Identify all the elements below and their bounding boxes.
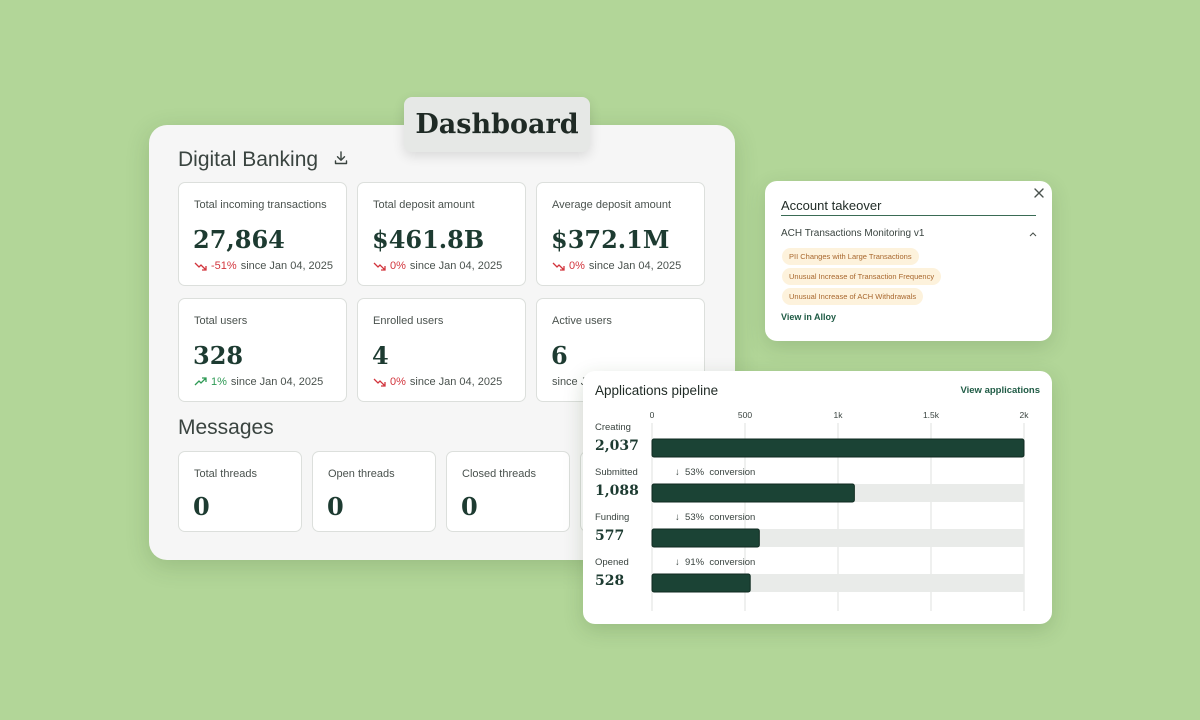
stage-value: 577	[595, 528, 625, 544]
stat-value: $372.1M	[551, 225, 670, 254]
stage-name: Opened	[595, 557, 629, 568]
view-applications-link[interactable]: View applications	[960, 385, 1040, 396]
download-icon[interactable]	[333, 150, 349, 166]
pipeline-chart: 0 500 1k 1.5k 2k	[650, 410, 1030, 611]
stat-value: 328	[193, 341, 244, 370]
trend-up-icon	[194, 377, 207, 386]
view-in-alloy-link[interactable]: View in Alloy	[781, 312, 837, 322]
stat-label: Total deposit amount	[373, 199, 475, 211]
stat-value: 6	[551, 341, 568, 370]
stat-label: Enrolled users	[373, 315, 444, 327]
bar-funding[interactable]	[651, 528, 760, 548]
message-value: 0	[193, 492, 210, 521]
dashboard-tab[interactable]: Dashboard	[404, 97, 590, 152]
x-tick-label: 1.5k	[923, 410, 940, 420]
trend-down-icon	[373, 378, 386, 387]
change-since: since Jan 04, 2025	[409, 260, 503, 272]
bar-submitted[interactable]	[651, 483, 855, 503]
message-label: Total threads	[194, 468, 257, 480]
stat-change: 0% since Jan 04, 2025	[552, 260, 681, 272]
change-percent: -51%	[211, 260, 237, 272]
stage-name: Creating	[595, 422, 631, 433]
stat-value: 4	[372, 341, 389, 370]
change-percent: 0%	[390, 260, 406, 272]
pipeline-title: Applications pipeline	[595, 383, 719, 398]
change-since: since Jan 04, 2025	[409, 376, 503, 388]
x-tick-label: 0	[650, 410, 655, 420]
trend-down-icon	[194, 262, 207, 271]
stat-label: Total users	[194, 315, 248, 327]
stat-card-enrolled-users[interactable]: Enrolled users 4 0% since Jan 04, 2025	[357, 298, 526, 402]
stat-label: Active users	[552, 315, 612, 327]
message-card-closed-threads[interactable]: Closed threads 0	[446, 451, 570, 532]
stat-change: since Ja	[552, 376, 592, 388]
chevron-up-icon[interactable]	[1029, 231, 1037, 237]
change-percent: 1%	[211, 376, 227, 388]
stat-card-deposit-amount[interactable]: Total deposit amount $461.8B 0% since Ja…	[357, 182, 526, 286]
change-percent: 0%	[569, 260, 585, 272]
stat-card-total-users[interactable]: Total users 328 1% since Jan 04, 2025	[178, 298, 347, 402]
trend-down-icon	[373, 262, 386, 271]
stage-value: 528	[595, 573, 625, 589]
rule-tag: PII Changes with Large Transactions	[782, 248, 919, 265]
stage-name: Funding	[595, 512, 630, 523]
account-takeover-card: Account takeover ACH Transactions Monito…	[765, 181, 1052, 341]
title-underline	[781, 215, 1036, 216]
stat-change: 1% since Jan 04, 2025	[194, 376, 323, 388]
conversion-percent: 53%	[685, 467, 705, 478]
stat-change: 0% since Jan 04, 2025	[373, 260, 502, 272]
message-value: 0	[461, 492, 478, 521]
conversion-word: conversion	[709, 512, 756, 523]
stat-label: Average deposit amount	[552, 199, 672, 211]
digital-banking-title: Digital Banking	[178, 148, 319, 171]
applications-pipeline-card: 0 500 1k 1.5k 2k Applications pipeline View …	[583, 371, 1052, 624]
change-percent: 0%	[390, 376, 406, 388]
message-card-open-threads[interactable]: Open threads 0	[312, 451, 436, 532]
stat-change: -51% since Jan 04, 2025	[194, 260, 333, 272]
stage-value: 1,088	[595, 483, 639, 499]
rule-tag: Unusual Increase of Transaction Frequenc…	[782, 268, 942, 285]
messages-title: Messages	[178, 416, 274, 439]
x-tick-label: 1k	[834, 410, 844, 420]
stat-label: Total incoming transactions	[194, 199, 327, 211]
change-since: since Jan 04, 2025	[230, 376, 324, 388]
stage-name: Submitted	[595, 467, 638, 478]
bar-opened[interactable]	[651, 573, 751, 593]
x-tick-label: 2k	[1020, 410, 1030, 420]
conversion-percent: 91%	[685, 557, 705, 568]
conversion-label: ↓ 91% conversion	[675, 557, 756, 568]
message-card-total-threads[interactable]: Total threads 0	[178, 451, 302, 532]
message-label: Closed threads	[462, 468, 536, 480]
rule-name[interactable]: ACH Transactions Monitoring v1	[781, 228, 925, 239]
stat-value: $461.8B	[372, 225, 485, 254]
message-value: 0	[327, 492, 344, 521]
message-label: Open threads	[328, 468, 395, 480]
conversion-label: ↓ 53% conversion	[675, 467, 756, 478]
account-takeover-title: Account takeover	[781, 198, 882, 213]
change-since: since Ja	[552, 376, 593, 388]
rule-tag: Unusual Increase of ACH Withdrawals	[782, 288, 924, 305]
change-since: since Jan 04, 2025	[588, 260, 682, 272]
stat-card-average-deposit[interactable]: Average deposit amount $372.1M 0% since …	[536, 182, 705, 286]
conversion-percent: 53%	[685, 512, 705, 523]
conversion-word: conversion	[709, 467, 756, 478]
stage-value: 2,037	[595, 438, 639, 454]
change-since: since Jan 04, 2025	[240, 260, 334, 272]
stat-card-incoming-transactions[interactable]: Total incoming transactions 27,864 -51% …	[178, 182, 347, 286]
stat-change: 0% since Jan 04, 2025	[373, 376, 502, 388]
close-icon[interactable]	[1032, 186, 1046, 200]
conversion-label: ↓ 53% conversion	[675, 512, 756, 523]
x-tick-label: 500	[738, 410, 752, 420]
bar-creating[interactable]	[651, 438, 1025, 458]
trend-down-icon	[552, 262, 565, 271]
stat-value: 27,864	[193, 225, 285, 254]
conversion-word: conversion	[709, 557, 756, 568]
